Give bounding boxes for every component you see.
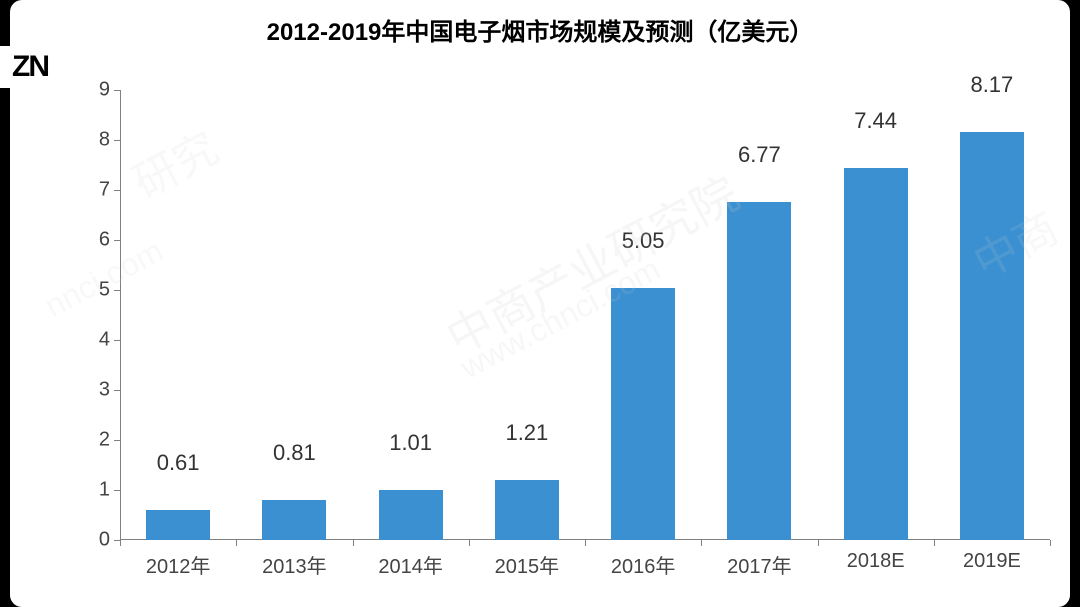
y-tick-mark — [114, 290, 120, 291]
bar — [379, 490, 443, 541]
bar-value-label: 5.05 — [622, 228, 665, 254]
x-tick-mark — [934, 540, 935, 546]
y-tick-mark — [114, 240, 120, 241]
x-tick-mark — [701, 540, 702, 546]
bar — [262, 500, 326, 541]
watermark-logo: ZN — [0, 46, 60, 88]
x-tick-mark — [469, 540, 470, 546]
x-tick-label: 2018E — [847, 540, 905, 573]
x-tick-mark — [120, 540, 121, 546]
x-tick-mark — [818, 540, 819, 546]
y-tick-mark — [114, 440, 120, 441]
bar — [611, 288, 675, 541]
bar-value-label: 7.44 — [854, 108, 897, 134]
y-tick-mark — [114, 190, 120, 191]
watermark-badge: ZN 锌财经采集自网络 — [0, 46, 291, 88]
y-axis-line — [120, 90, 121, 540]
x-tick-label: 2016年 — [611, 540, 676, 579]
y-tick-mark — [114, 140, 120, 141]
bar-value-label: 1.21 — [505, 420, 548, 446]
x-tick-label: 2019E — [963, 540, 1021, 573]
watermark-text: 锌财经采集自网络 — [83, 49, 291, 86]
bar — [495, 480, 559, 541]
x-tick-mark — [1050, 540, 1051, 546]
bar-value-label: 1.01 — [389, 430, 432, 456]
chart-title: 2012-2019年中国电子烟市场规模及预测（亿美元） — [10, 12, 1070, 47]
bar-value-label: 8.17 — [970, 72, 1013, 98]
x-tick-mark — [585, 540, 586, 546]
bar — [727, 202, 791, 541]
bar-value-label: 0.61 — [157, 450, 200, 476]
watermark-divider — [70, 50, 73, 84]
y-tick-mark — [114, 490, 120, 491]
x-tick-mark — [236, 540, 237, 546]
bar — [146, 510, 210, 541]
x-tick-label: 2012年 — [146, 540, 211, 579]
x-tick-label: 2013年 — [262, 540, 327, 579]
bar — [960, 132, 1024, 541]
bar — [844, 168, 908, 540]
x-tick-mark — [353, 540, 354, 546]
plot-area: 01234567892012年0.612013年0.812014年1.01201… — [120, 90, 1050, 540]
chart-card: 2012-2019年中国电子烟市场规模及预测（亿美元） 012345678920… — [10, 0, 1070, 607]
bar-value-label: 0.81 — [273, 440, 316, 466]
y-tick-mark — [114, 390, 120, 391]
x-tick-label: 2015年 — [495, 540, 560, 579]
x-tick-label: 2017年 — [727, 540, 792, 579]
x-tick-label: 2014年 — [378, 540, 443, 579]
y-tick-mark — [114, 340, 120, 341]
bar-value-label: 6.77 — [738, 142, 781, 168]
y-tick-mark — [114, 90, 120, 91]
